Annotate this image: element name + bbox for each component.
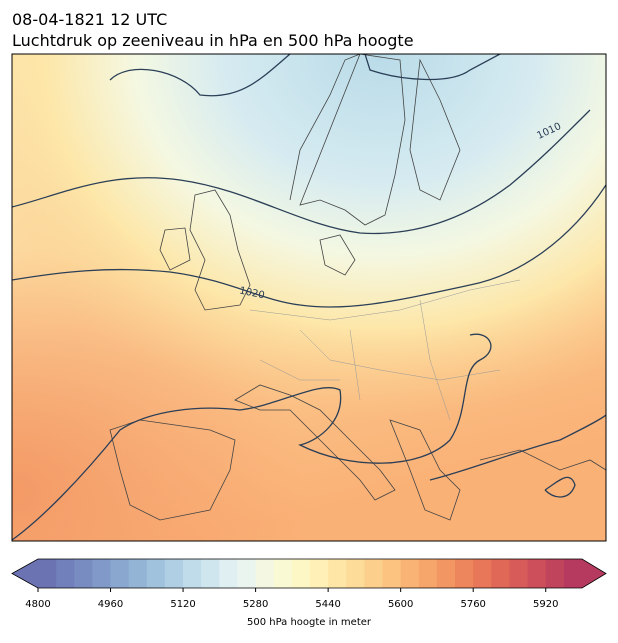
colorbar-tick-label: 4960 — [98, 599, 123, 610]
colorbar-bin — [146, 559, 166, 588]
colorbar-bin — [455, 559, 474, 588]
map-frame — [11, 53, 607, 542]
colorbar-bin — [128, 559, 148, 588]
colorbar-extend-max — [582, 559, 606, 588]
colorbar-bin — [491, 559, 510, 588]
colorbar-bin — [364, 559, 384, 588]
colorbar-bin — [201, 559, 220, 588]
colorbar-tick-label: 5440 — [315, 599, 340, 610]
map: 1010 1020 — [12, 54, 606, 541]
contour-label: 1020 — [238, 285, 265, 301]
colorbar-bin — [328, 559, 347, 588]
colorbar-bin — [183, 559, 202, 588]
colorbar-bin — [527, 559, 547, 588]
colorbar-bin — [545, 559, 565, 588]
colorbar-bin — [92, 559, 112, 588]
colorbar-bin — [346, 559, 365, 588]
colorbar-tick-label: 4800 — [25, 599, 50, 610]
colorbar-bin — [310, 559, 329, 588]
colorbar-bin — [291, 559, 311, 588]
colorbar-bin — [38, 559, 57, 588]
colorbar-bin — [237, 559, 257, 588]
colorbar-bin — [400, 559, 420, 588]
colorbar-bin — [273, 559, 293, 588]
title: 08-04-1821 12 UTC — [12, 10, 167, 29]
colorbar-bin — [473, 559, 492, 588]
colorbar-extend-min — [12, 559, 38, 588]
colorbar-tick-label: 5760 — [460, 599, 485, 610]
colorbar: 4800 4960 5120 5280 5440 5600 5760 5920 — [11, 558, 607, 610]
colorbar-tick-label: 5920 — [533, 599, 558, 610]
colorbar-tick-label: 5120 — [170, 599, 195, 610]
colorbar-tick-label: 5600 — [388, 599, 413, 610]
colorbar-bin — [563, 559, 583, 588]
colorbar-bin — [255, 559, 275, 588]
colorbar-bin — [382, 559, 402, 588]
colorbar-bin — [219, 559, 238, 588]
colorbar-label: 500 hPa hoogte in meter — [247, 617, 372, 628]
colorbar-bin — [56, 559, 75, 588]
colorbar-bin — [110, 559, 130, 588]
colorbar-outline — [11, 558, 607, 589]
colorbar-tick-label: 5280 — [243, 599, 268, 610]
colorbar-bin — [509, 559, 529, 588]
subtitle: Luchtdruk op zeeniveau in hPa en 500 hPa… — [12, 31, 414, 50]
colorbar-bin — [164, 559, 184, 588]
colorbar-bin — [418, 559, 438, 588]
colorbar-bin — [74, 559, 93, 588]
colorbar-bin — [436, 559, 456, 588]
